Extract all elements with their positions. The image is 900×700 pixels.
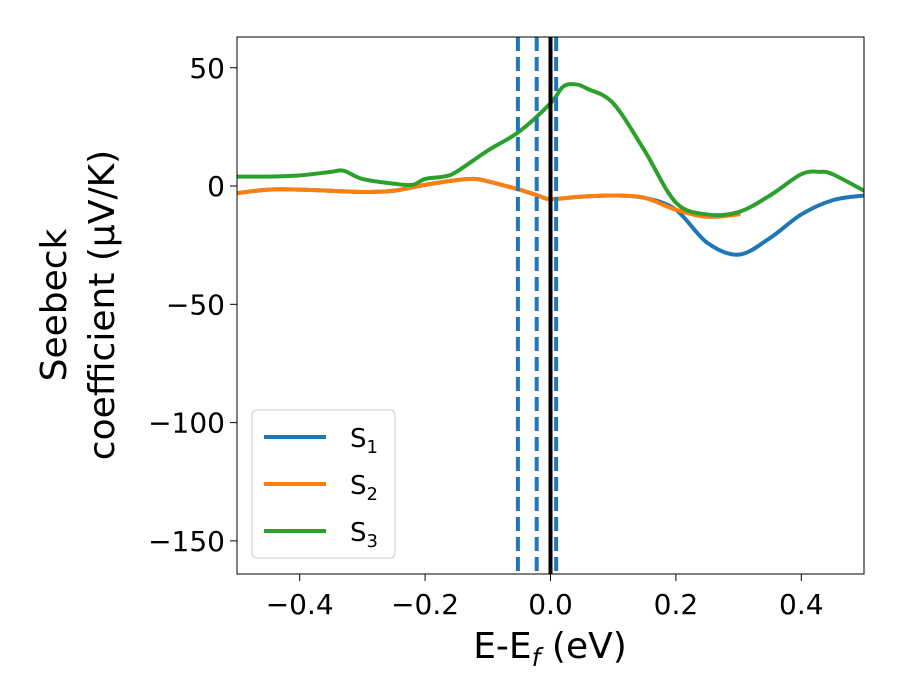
x-tick-label: 0.4 (779, 588, 824, 621)
x-tick-label: 0.2 (654, 588, 699, 621)
legend-label-3: S3 (350, 518, 378, 552)
y-axis-label: Seebeck coefficient (μV/K) (34, 150, 123, 460)
x-tick-label: −0.4 (266, 588, 334, 621)
y-ticks: 50 0 −50 −100 −150 (148, 52, 237, 558)
y-axis-label-line1: Seebeck (34, 228, 75, 381)
x-ticks: −0.4 −0.2 0.0 0.2 0.4 (266, 574, 824, 621)
y-tick-label: −150 (148, 525, 225, 558)
legend-label-1: S1 (350, 424, 378, 458)
series-line-2 (237, 176, 741, 219)
y-tick-label: 0 (207, 170, 225, 203)
x-tick-label: −0.2 (391, 588, 459, 621)
x-tick-label: 0.0 (528, 588, 573, 621)
x-axis-label: E-Ef (eV) (473, 626, 627, 672)
y-tick-label: −100 (148, 407, 225, 440)
vertical-lines-layer (515, 37, 559, 574)
legend-entries: S1 S2 S3 (264, 424, 378, 552)
y-tick-label: −50 (166, 288, 225, 321)
y-axis-label-line2: coefficient (μV/K) (82, 150, 123, 460)
legend-label-2: S2 (350, 471, 378, 505)
y-tick-label: 50 (189, 52, 225, 85)
legend: S1 S2 S3 (251, 409, 396, 559)
